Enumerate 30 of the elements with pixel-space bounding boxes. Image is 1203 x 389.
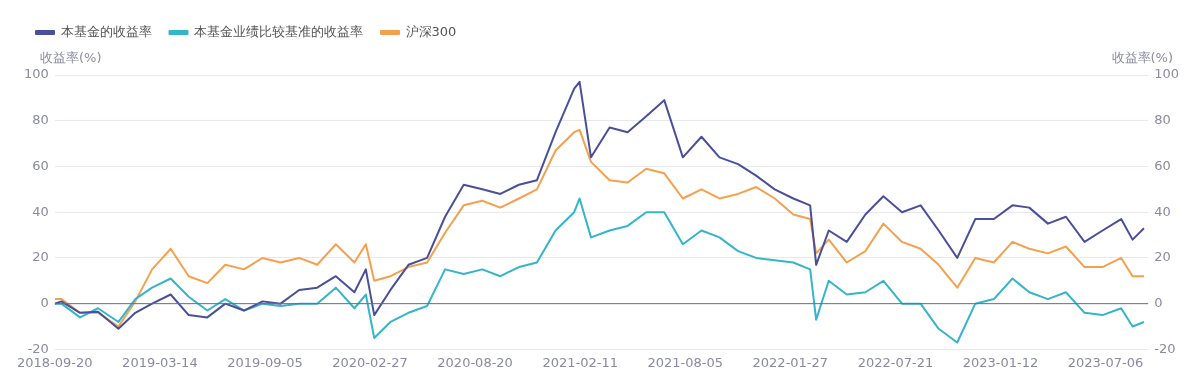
x-tick-label: 2021-08-05 [647, 354, 724, 370]
y2-tick-label: 100 [1154, 66, 1180, 82]
y2-tick-label: -20 [1154, 340, 1176, 356]
x-tick-label: 2020-02-27 [332, 354, 408, 370]
legend-label: 本基金业绩比较基准的收益率 [194, 23, 363, 39]
y2-tick-label: 20 [1154, 249, 1171, 265]
y2-tick-label: 0 [1154, 295, 1163, 311]
y2-tick-label: 40 [1154, 203, 1171, 219]
x-tick-label: 2023-01-12 [962, 354, 1039, 370]
y-tick-label: 60 [32, 157, 49, 173]
legend-label: 本基金的收益率 [60, 23, 152, 39]
x-tick-label: 2021-02-11 [542, 354, 618, 370]
x-tick-label: 2020-08-20 [437, 354, 513, 370]
y2-tick-label: 80 [1154, 112, 1171, 128]
y-tick-label: 100 [23, 66, 49, 82]
x-tick-label: 2019-09-05 [227, 354, 303, 370]
x-tick-label: 2019-03-14 [122, 354, 198, 370]
x-tick-label: 2018-09-20 [17, 354, 93, 370]
y-axis-title: 收益率(%) [40, 49, 102, 65]
legend-label: 沪深300 [405, 23, 457, 39]
y2-tick-label: 60 [1154, 157, 1171, 173]
y2-axis-title: 收益率(%) [1111, 49, 1173, 65]
y-tick-label: -20 [27, 340, 49, 356]
y-tick-label: 40 [32, 203, 49, 219]
x-tick-label: 2022-07-21 [857, 354, 934, 370]
y-tick-label: 20 [32, 249, 49, 265]
x-tick-label: 2022-01-27 [752, 354, 829, 370]
y-tick-label: 0 [40, 295, 49, 311]
y-tick-label: 80 [32, 112, 49, 128]
x-tick-label: 2023-07-06 [1067, 354, 1144, 370]
